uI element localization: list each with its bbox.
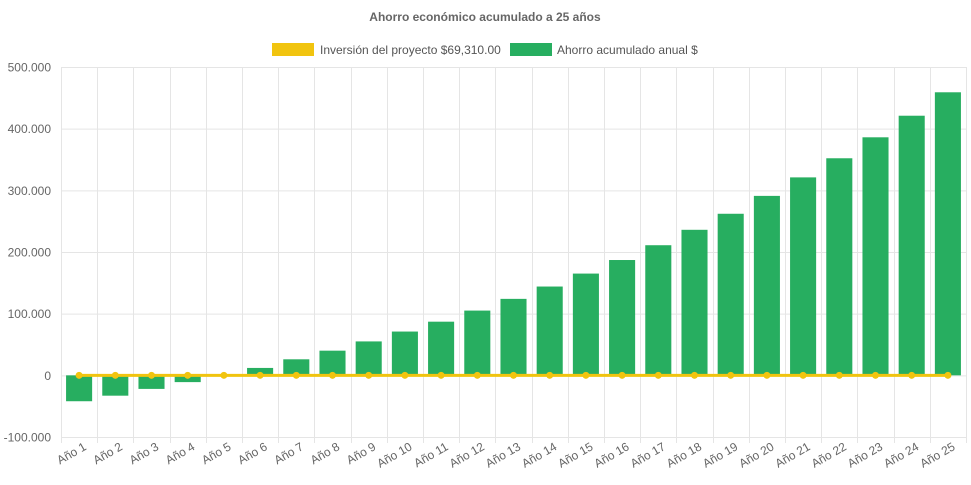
x-tick-label: Año 21 bbox=[773, 439, 813, 470]
x-tick-label: Año 18 bbox=[664, 439, 704, 470]
x-tick-label: Año 4 bbox=[163, 439, 197, 467]
investment-point-1[interactable] bbox=[75, 371, 83, 379]
investment-point-4[interactable] bbox=[184, 371, 192, 379]
investment-point-6[interactable] bbox=[256, 371, 264, 379]
bar-18[interactable] bbox=[681, 229, 708, 376]
bar-14[interactable] bbox=[536, 286, 563, 376]
x-tick-label: Año 10 bbox=[374, 439, 414, 470]
investment-point-13[interactable] bbox=[510, 371, 517, 379]
bar-25[interactable] bbox=[934, 92, 961, 376]
x-tick-label: Año 3 bbox=[127, 439, 161, 467]
investment-point-11[interactable] bbox=[437, 371, 445, 379]
investment-point-8[interactable] bbox=[329, 371, 336, 379]
bar-16[interactable] bbox=[609, 260, 636, 376]
y-axis: 500.000 400.000 300.000 200.000 100.000 0 -100… bbox=[4, 61, 52, 445]
investment-point-5[interactable] bbox=[220, 371, 228, 379]
investment-point-2[interactable] bbox=[111, 371, 119, 379]
chart-title: Ahorro económico acumulado a 25 años bbox=[369, 10, 601, 24]
investment-point-17[interactable] bbox=[654, 371, 662, 379]
x-tick-label: Año 5 bbox=[199, 439, 233, 467]
investment-point-12[interactable] bbox=[473, 371, 481, 379]
investment-point-20[interactable] bbox=[763, 371, 771, 379]
x-tick-label: Año 8 bbox=[308, 439, 342, 467]
x-tick-label: Año 23 bbox=[845, 439, 885, 470]
x-tick-label: Año 2 bbox=[91, 439, 125, 467]
investment-point-21[interactable] bbox=[799, 371, 807, 379]
investment-point-25[interactable] bbox=[944, 371, 952, 379]
investment-point-24[interactable] bbox=[908, 371, 916, 379]
investment-point-15[interactable] bbox=[582, 371, 590, 379]
x-tick-label: Año 24 bbox=[881, 439, 921, 470]
x-tick-label: Año 12 bbox=[447, 439, 487, 470]
investment-point-10[interactable] bbox=[401, 371, 409, 379]
investment-point-19[interactable] bbox=[727, 371, 735, 379]
x-axis: Año 1 Año 2 Año 3 Año 4 Año 5 Año 6 Año 7 Año 8… bbox=[54, 439, 957, 470]
bar-8[interactable] bbox=[319, 350, 346, 376]
x-tick-label: Año 11 bbox=[411, 439, 450, 470]
y-tick-label: 300.000 bbox=[8, 184, 52, 198]
y-tick-label: 100.000 bbox=[8, 307, 52, 321]
x-tick-label: Año 25 bbox=[917, 439, 957, 470]
legend: Inversión del proyecto $69,310.00 Ahorro … bbox=[272, 43, 698, 57]
y-tick-label: 500.000 bbox=[8, 61, 52, 75]
legend-investment-swatch[interactable] bbox=[272, 43, 314, 56]
bar-12[interactable] bbox=[464, 310, 491, 376]
bar-3[interactable] bbox=[138, 375, 165, 389]
x-tick-label: Año 1 bbox=[54, 439, 88, 467]
investment-point-7[interactable] bbox=[292, 371, 300, 379]
legend-savings-label[interactable]: Ahorro acumulado anual $ bbox=[557, 43, 698, 57]
y-tick-label: 0 bbox=[44, 369, 51, 383]
bar-21[interactable] bbox=[790, 177, 817, 376]
x-tick-label: Año 15 bbox=[555, 439, 595, 470]
x-tick-label: Año 14 bbox=[519, 439, 559, 470]
bar-series bbox=[66, 92, 961, 402]
legend-investment-label[interactable]: Inversión del proyecto $69,310.00 bbox=[320, 43, 501, 57]
x-tick-label: Año 20 bbox=[736, 439, 776, 470]
line-series bbox=[75, 371, 952, 379]
investment-point-16[interactable] bbox=[618, 371, 626, 379]
investment-point-18[interactable] bbox=[691, 371, 698, 379]
bar-24[interactable] bbox=[898, 115, 925, 376]
y-tick-label: -100.000 bbox=[4, 431, 52, 445]
bar-10[interactable] bbox=[391, 331, 418, 376]
bar-11[interactable] bbox=[428, 321, 455, 376]
x-tick-label: Año 19 bbox=[700, 439, 740, 470]
x-tick-label: Año 9 bbox=[344, 439, 378, 467]
x-tick-label: Año 17 bbox=[628, 439, 668, 470]
bar-15[interactable] bbox=[572, 273, 599, 376]
bar-1[interactable] bbox=[66, 375, 93, 402]
x-tick-label: Año 16 bbox=[592, 439, 632, 470]
bar-19[interactable] bbox=[717, 213, 744, 376]
investment-point-14[interactable] bbox=[546, 371, 554, 379]
bar-7[interactable] bbox=[283, 359, 310, 376]
bar-9[interactable] bbox=[355, 341, 382, 376]
y-tick-label: 400.000 bbox=[8, 122, 52, 136]
y-tick-label: 200.000 bbox=[8, 246, 52, 260]
x-tick-label: Año 7 bbox=[272, 439, 306, 467]
investment-point-9[interactable] bbox=[365, 371, 373, 379]
x-tick-label: Año 6 bbox=[235, 439, 269, 467]
investment-point-23[interactable] bbox=[872, 371, 879, 379]
bar-20[interactable] bbox=[753, 195, 780, 376]
x-tick-label: Año 22 bbox=[809, 439, 849, 470]
investment-point-22[interactable] bbox=[835, 371, 843, 379]
legend-savings-swatch[interactable] bbox=[510, 43, 552, 56]
x-tick-label: Año 13 bbox=[483, 439, 523, 470]
bar-13[interactable] bbox=[500, 298, 527, 376]
investment-point-3[interactable] bbox=[148, 371, 155, 379]
bar-22[interactable] bbox=[826, 158, 853, 376]
bar-6[interactable] bbox=[247, 367, 274, 376]
bar-23[interactable] bbox=[862, 137, 889, 376]
bar-17[interactable] bbox=[645, 245, 672, 376]
bar-2[interactable] bbox=[102, 375, 129, 396]
